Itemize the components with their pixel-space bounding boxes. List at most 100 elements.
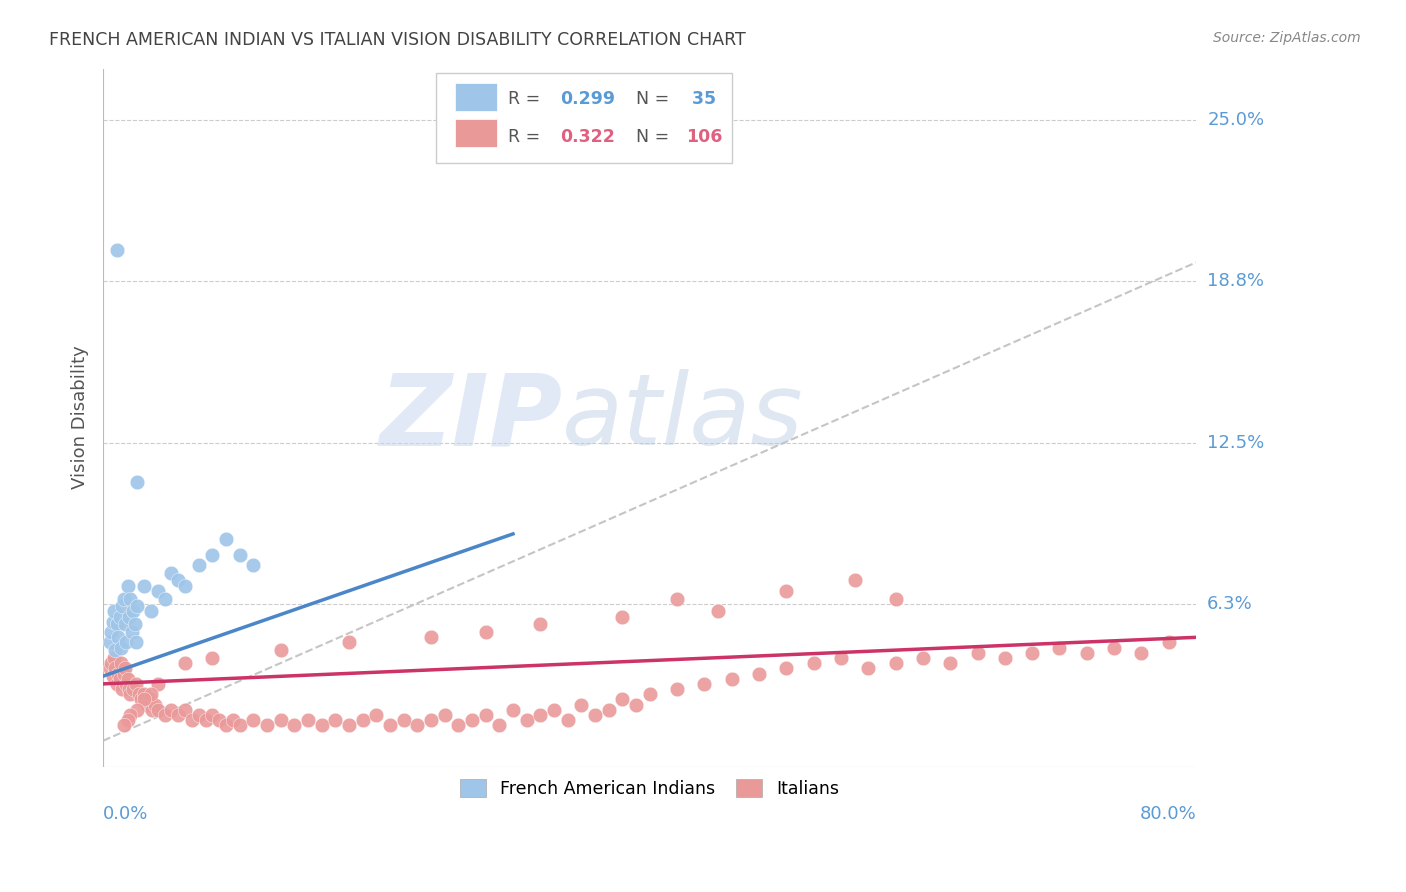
Point bbox=[1076, 646, 1098, 660]
Text: N =: N = bbox=[637, 128, 675, 146]
Point bbox=[187, 558, 209, 572]
Point bbox=[105, 617, 128, 632]
Point bbox=[146, 583, 169, 598]
Point bbox=[112, 718, 135, 732]
Text: 12.5%: 12.5% bbox=[1208, 434, 1264, 452]
Point bbox=[134, 579, 156, 593]
Legend: French American Indians, Italians: French American Indians, Italians bbox=[451, 771, 848, 806]
Text: 106: 106 bbox=[686, 128, 723, 146]
Point bbox=[406, 718, 429, 732]
Point bbox=[107, 666, 129, 681]
FancyBboxPatch shape bbox=[456, 83, 496, 112]
Point bbox=[98, 661, 121, 675]
Point bbox=[121, 625, 143, 640]
Point bbox=[352, 713, 374, 727]
Point bbox=[325, 713, 347, 727]
Point bbox=[337, 718, 360, 732]
Point bbox=[256, 718, 278, 732]
Point bbox=[283, 718, 305, 732]
Point bbox=[118, 681, 141, 696]
Point bbox=[194, 713, 217, 727]
Text: N =: N = bbox=[637, 90, 675, 108]
Point bbox=[529, 707, 551, 722]
Point bbox=[208, 713, 231, 727]
Point bbox=[222, 713, 245, 727]
Point bbox=[112, 666, 135, 681]
Point bbox=[693, 677, 716, 691]
Point bbox=[138, 692, 160, 706]
Point bbox=[128, 687, 150, 701]
Point bbox=[242, 558, 264, 572]
Point bbox=[98, 635, 121, 649]
Point bbox=[101, 669, 124, 683]
Point bbox=[117, 713, 139, 727]
Point bbox=[488, 718, 510, 732]
Point bbox=[474, 625, 496, 640]
Point bbox=[125, 635, 148, 649]
Point bbox=[115, 635, 138, 649]
Point bbox=[187, 707, 209, 722]
Point bbox=[117, 672, 139, 686]
Point bbox=[569, 698, 592, 712]
Point bbox=[201, 548, 224, 562]
Point bbox=[583, 707, 606, 722]
Point bbox=[229, 718, 252, 732]
Text: 25.0%: 25.0% bbox=[1208, 112, 1264, 129]
Point bbox=[110, 640, 132, 655]
Point bbox=[146, 703, 169, 717]
Point bbox=[624, 698, 647, 712]
Point bbox=[392, 713, 415, 727]
Point bbox=[104, 643, 127, 657]
Point bbox=[378, 718, 401, 732]
Point bbox=[775, 661, 797, 675]
Point bbox=[127, 703, 149, 717]
Text: 0.0%: 0.0% bbox=[103, 805, 149, 823]
Text: 18.8%: 18.8% bbox=[1208, 271, 1264, 290]
Point bbox=[114, 617, 136, 632]
Text: R =: R = bbox=[508, 90, 546, 108]
Point bbox=[433, 707, 456, 722]
Point bbox=[598, 703, 620, 717]
Point bbox=[1130, 646, 1153, 660]
Point bbox=[139, 604, 162, 618]
Point bbox=[107, 630, 129, 644]
Point bbox=[311, 718, 333, 732]
Point bbox=[117, 579, 139, 593]
Point bbox=[720, 672, 742, 686]
FancyBboxPatch shape bbox=[456, 119, 496, 146]
Text: FRENCH AMERICAN INDIAN VS ITALIAN VISION DISABILITY CORRELATION CHART: FRENCH AMERICAN INDIAN VS ITALIAN VISION… bbox=[49, 31, 747, 49]
Point bbox=[181, 713, 204, 727]
Point bbox=[103, 651, 125, 665]
Point bbox=[858, 661, 880, 675]
Point bbox=[120, 707, 142, 722]
Point bbox=[134, 692, 156, 706]
Point bbox=[884, 591, 907, 606]
Point bbox=[994, 651, 1017, 665]
Point bbox=[105, 677, 128, 691]
Point bbox=[1157, 635, 1180, 649]
Text: 35: 35 bbox=[686, 90, 716, 108]
Point bbox=[103, 604, 125, 618]
Point bbox=[337, 635, 360, 649]
Point bbox=[665, 681, 688, 696]
Point bbox=[420, 630, 443, 644]
Point bbox=[174, 703, 197, 717]
Point bbox=[167, 574, 190, 588]
Point bbox=[108, 672, 131, 686]
Point bbox=[100, 625, 122, 640]
Point bbox=[557, 713, 579, 727]
Point bbox=[118, 609, 141, 624]
Point bbox=[127, 599, 149, 614]
Text: 0.299: 0.299 bbox=[560, 90, 614, 108]
Point bbox=[201, 651, 224, 665]
Point bbox=[141, 703, 163, 717]
FancyBboxPatch shape bbox=[436, 73, 731, 162]
Point bbox=[270, 643, 292, 657]
Point bbox=[1049, 640, 1071, 655]
Point bbox=[270, 713, 292, 727]
Text: R =: R = bbox=[508, 128, 546, 146]
Point bbox=[830, 651, 852, 665]
Point bbox=[884, 656, 907, 670]
Point bbox=[201, 707, 224, 722]
Point bbox=[111, 599, 134, 614]
